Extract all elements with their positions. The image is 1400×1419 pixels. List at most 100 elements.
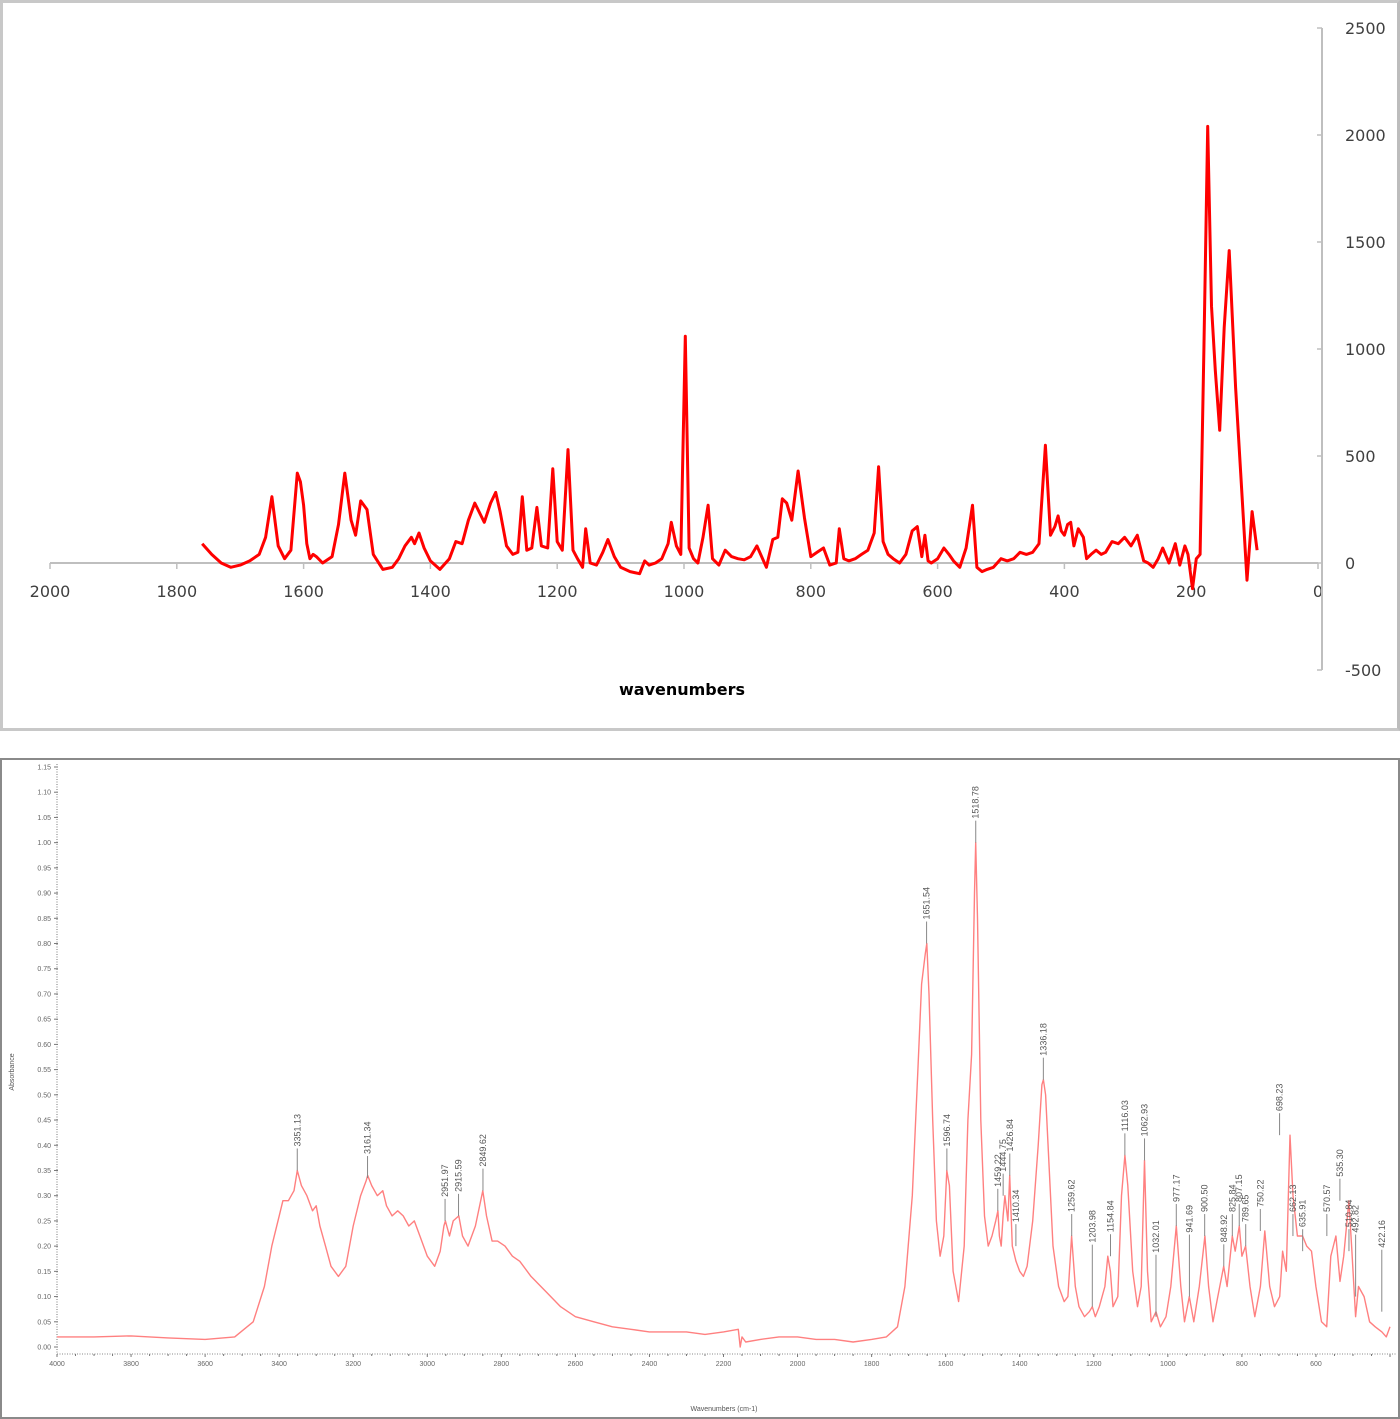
- y-tick-label: 0.30: [37, 1193, 51, 1200]
- x-tick-label: 1200: [537, 582, 578, 601]
- y-tick-label: 0.60: [37, 1042, 51, 1049]
- peak-label: 3351.13: [292, 1114, 302, 1147]
- y-tick-label: 1.10: [37, 790, 51, 797]
- x-tick-label: 1000: [1160, 1361, 1176, 1368]
- x-tick-label: 200: [1176, 582, 1207, 601]
- peak-label: 750.22: [1255, 1179, 1265, 1207]
- y-tick-label: 0.50: [37, 1092, 51, 1099]
- x-tick-label: 1000: [664, 582, 705, 601]
- y-tick-label: 0.20: [37, 1244, 51, 1251]
- peak-label: 789.65: [1241, 1195, 1251, 1223]
- y-tick-label: 1.00: [37, 840, 51, 847]
- y-tick-label: 0.75: [37, 966, 51, 973]
- ftir-chart-plot: 1.15 1.10 1.05 1.00 0.95 0.90 0.85 0.80 0.75 0.70…: [9, 764, 1396, 1413]
- y-tick-label: 0.85: [37, 916, 51, 923]
- peak-label: 535.30: [1335, 1149, 1345, 1177]
- x-tick-label: 1600: [938, 1361, 954, 1368]
- peak-label: 510.84: [1344, 1200, 1354, 1228]
- peak-label: 900.50: [1200, 1185, 1210, 1213]
- peak-label: 825.84: [1227, 1185, 1237, 1213]
- peak-label: 1518.78: [971, 786, 981, 819]
- x-axis-title: wavenumbers: [619, 680, 745, 699]
- y-tick-label: 0.65: [37, 1017, 51, 1024]
- peak-label: 635.91: [1298, 1200, 1308, 1228]
- peak-label: 2951.97: [440, 1164, 450, 1197]
- peak-label: 1410.34: [1011, 1190, 1021, 1223]
- peak-label: 1116.03: [1120, 1100, 1130, 1131]
- y-tick-label: 500: [1345, 447, 1376, 466]
- peak-label: 1459.22: [993, 1154, 1003, 1187]
- peak-label: 1062.93: [1140, 1104, 1150, 1137]
- y-tick-label: 0.00: [37, 1345, 51, 1352]
- x-tick-label: 3800: [123, 1361, 139, 1368]
- x-tick-label: 2200: [716, 1361, 732, 1368]
- x-tick-label: 0: [1313, 582, 1323, 601]
- y-tick-label: 0.10: [37, 1294, 51, 1301]
- y-tick-label: 0.05: [37, 1319, 51, 1326]
- y-tick-label: 0.35: [37, 1168, 51, 1175]
- y-axis-title: Absorbance: [9, 1053, 16, 1090]
- y-tick-label: 1000: [1345, 340, 1386, 359]
- peak-label: 1336.18: [1038, 1023, 1048, 1056]
- x-tick-label: 800: [796, 582, 827, 601]
- x-tick-label: 400: [1049, 582, 1080, 601]
- y-tick-label: 0.95: [37, 865, 51, 872]
- x-tick-label: 1200: [1086, 1361, 1102, 1368]
- peak-label: 492.82: [1351, 1205, 1361, 1233]
- raman-chart-panel: 2000 1800 1600 1400 1200 1000 800 600 400 200 0 250…: [0, 0, 1400, 731]
- y-tick-label: 1500: [1345, 233, 1386, 252]
- x-tick-label: 1800: [156, 582, 197, 601]
- x-tick-label: 2800: [494, 1361, 510, 1368]
- peak-label: 1596.74: [942, 1114, 952, 1147]
- x-tick-label: 2400: [642, 1361, 658, 1368]
- peak-label: 698.23: [1275, 1084, 1285, 1112]
- y-tick-label: 0: [1345, 554, 1355, 573]
- peak-label: 1154.84: [1105, 1200, 1115, 1232]
- y-tick-label: -500: [1345, 661, 1381, 680]
- y-tick-label: 2000: [1345, 126, 1386, 145]
- y-tick-label: 0.15: [37, 1269, 51, 1276]
- peak-label: 570.57: [1322, 1185, 1332, 1213]
- x-tick-label: 1400: [410, 582, 451, 601]
- y-tick-label: 0.90: [37, 891, 51, 898]
- y-tick-label: 0.40: [37, 1143, 51, 1150]
- x-tick-label: 2000: [790, 1361, 806, 1368]
- raman-chart-plot: 2000 1800 1600 1400 1200 1000 800 600 400 200 0250…: [30, 19, 1386, 699]
- y-tick-label: 1.15: [37, 765, 51, 772]
- x-tick-label: 3200: [345, 1361, 361, 1368]
- y-tick-label: 2500: [1345, 19, 1386, 38]
- y-tick-label: 0.80: [37, 941, 51, 948]
- peak-label: 1259.62: [1067, 1179, 1077, 1212]
- y-tick-label: 0.25: [37, 1218, 51, 1225]
- peak-label: 977.17: [1171, 1174, 1181, 1202]
- peak-label: 1203.98: [1087, 1210, 1097, 1243]
- y-tick-label: 0.70: [37, 991, 51, 998]
- peak-label: 941.69: [1184, 1205, 1194, 1233]
- y-tick-label: 0.55: [37, 1067, 51, 1074]
- spectrum-line: [57, 842, 1391, 1348]
- x-tick-label: 1400: [1012, 1361, 1028, 1368]
- spectrum-line: [201, 124, 1259, 591]
- peak-label: 1444.75: [998, 1139, 1008, 1172]
- peak-label: 662.13: [1288, 1185, 1298, 1213]
- peak-label: 1651.54: [922, 887, 932, 920]
- x-tick-label: 800: [1236, 1361, 1248, 1368]
- ftir-chart-panel: 1.15 1.10 1.05 1.00 0.95 0.90 0.85 0.80 0.75 0.70…: [0, 758, 1400, 1419]
- peak-label: 807.15: [1234, 1174, 1244, 1202]
- peak-label: 1426.84: [1005, 1119, 1015, 1152]
- x-tick-label: 1800: [864, 1361, 880, 1368]
- x-tick-label: 3000: [419, 1361, 435, 1368]
- peak-label: 2849.62: [478, 1134, 488, 1167]
- x-tick-label: 2000: [30, 582, 71, 601]
- x-tick-label: 600: [1310, 1361, 1322, 1368]
- x-tick-label: 600: [922, 582, 953, 601]
- peak-label: 2915.59: [454, 1159, 464, 1192]
- x-axis-title: Wavenumbers (cm-1): [690, 1406, 757, 1413]
- peak-label: 422.16: [1377, 1220, 1387, 1248]
- y-tick-label: 0.45: [37, 1118, 51, 1125]
- peak-label: 848.92: [1219, 1215, 1229, 1243]
- x-tick-label: 2600: [568, 1361, 584, 1368]
- y-tick-label: 1.05: [37, 815, 51, 822]
- peak-label: 3161.34: [363, 1121, 373, 1154]
- x-tick-label: 1600: [283, 582, 324, 601]
